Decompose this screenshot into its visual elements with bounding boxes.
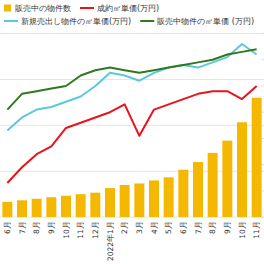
bar [222,141,232,218]
grid-line [0,33,264,34]
legend-label: 販売中物件の㎡単価 (万円) [157,17,254,26]
legend-item: 新規売出し物件の㎡単価(万円) [4,17,131,26]
plot-marks [2,44,261,217]
y2-tick [262,33,264,34]
x-tick-label: 2月 [120,221,129,234]
legend-label: 新規売出し物件の㎡単価(万円) [21,17,131,26]
bar [164,177,174,217]
x-tick-label: 10月 [238,221,247,239]
bar [193,162,203,217]
legend-label: 販売中の物件数 [15,4,71,13]
bar [61,196,71,217]
x-tick-label: 2022年1月 [106,221,115,261]
bar [105,188,115,217]
x-tick-label: 11月 [76,221,85,239]
bar-series [2,98,261,217]
y2-tick [262,164,264,165]
legend-item: 成約㎡単価(万円) [80,4,159,13]
bar [149,180,159,217]
x-tick-label: 6月 [3,221,12,234]
bar [32,199,42,217]
chart-container: 販売中の物件数 成約㎡単価(万円) 新規売出し物件の㎡単価(万円) 販売中物件の㎡単価… [0,0,264,264]
x-tick-label: 8月 [208,221,217,234]
x-tick-label: 8月 [32,221,41,234]
legend-swatch [140,20,154,22]
x-tick-label: 6月 [179,221,188,234]
y2-tick [262,190,264,191]
bar [252,98,262,217]
y2-tick [262,85,264,86]
line [7,44,256,131]
bar [46,197,56,217]
line [7,49,256,109]
x-tick-label: 3月 [135,221,144,234]
x-tick-label: 4月 [150,221,159,234]
bar [120,185,130,217]
legend-swatch [80,7,94,9]
x-tick-label: 5月 [164,221,173,234]
legend-item: 販売中物件の㎡単価 (万円) [140,17,254,26]
legend-swatch [4,5,11,12]
legend-label: 成約㎡単価(万円) [97,4,159,13]
x-tick-label: 9月 [47,221,56,234]
x-axis-labels: 6月 7月 8月 9月 10月 11月 12月 2022年1月 2月 3月 4月 5月 6月 7月 8月 9月… [3,221,261,261]
chart-svg: 販売中の物件数 成約㎡単価(万円) 新規売出し物件の㎡単価(万円) 販売中物件の㎡単価… [0,0,264,264]
grid [0,34,264,218]
x-tick-label: 9月 [223,221,232,234]
x-tick-label: 10月 [62,221,71,239]
x-tick-label: 12月 [91,221,100,239]
bar [17,200,27,217]
x-tick-label: 7月 [194,221,203,234]
bar [76,194,86,217]
legend-swatch [4,20,18,22]
y2-tick [262,112,264,113]
legend: 販売中の物件数 成約㎡単価(万円) 新規売出し物件の㎡単価(万円) 販売中物件の㎡単価… [4,4,254,26]
bar [2,202,12,217]
grid-line [0,125,264,126]
y2-tick [262,217,264,218]
bar [90,193,100,217]
line [7,86,256,183]
legend-item: 販売中の物件数 [4,4,71,13]
bar [178,170,188,217]
x-tick-label: 7月 [18,221,27,234]
y2-tick [262,59,264,60]
y2-tick [262,138,264,139]
x-tick-label: 11月 [252,221,261,239]
bar [134,183,144,217]
bar [208,153,218,217]
bar [237,122,247,217]
